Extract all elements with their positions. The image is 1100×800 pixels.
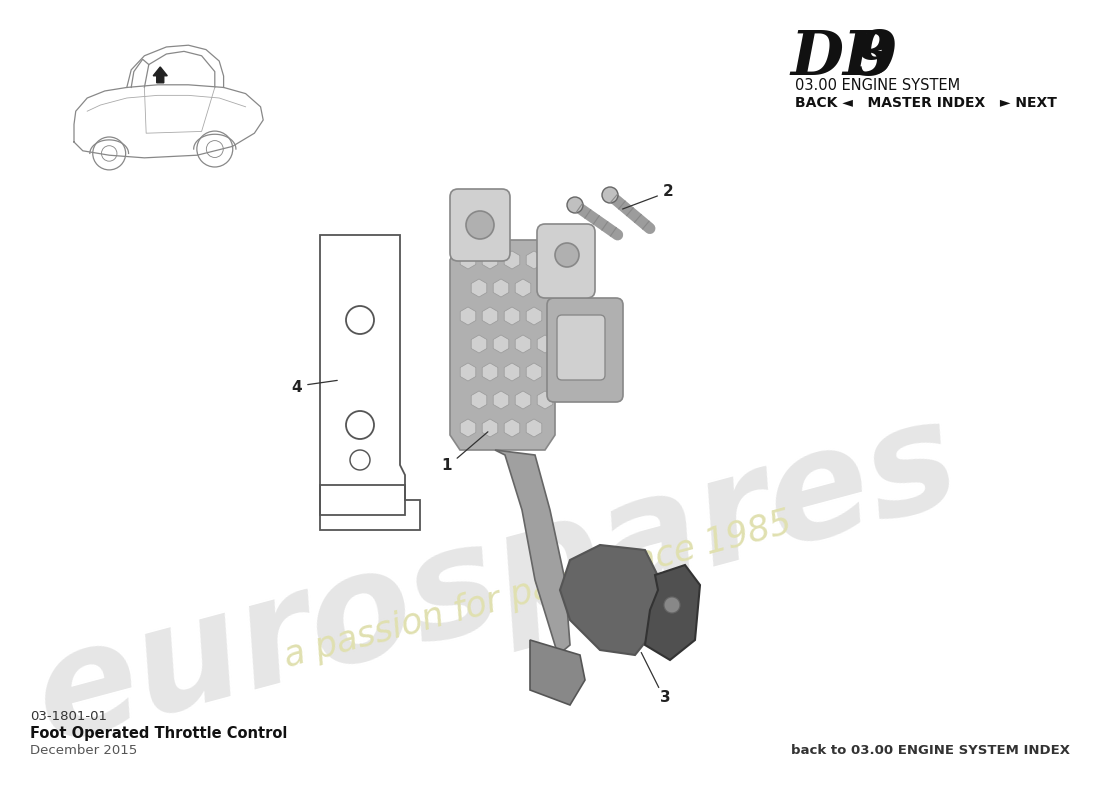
Text: back to 03.00 ENGINE SYSTEM INDEX: back to 03.00 ENGINE SYSTEM INDEX (791, 744, 1070, 757)
Polygon shape (526, 307, 542, 325)
Polygon shape (482, 251, 498, 269)
Polygon shape (493, 335, 509, 353)
FancyBboxPatch shape (537, 224, 595, 298)
Text: 03.00 ENGINE SYSTEM: 03.00 ENGINE SYSTEM (795, 78, 960, 93)
Polygon shape (471, 391, 487, 409)
Polygon shape (515, 279, 531, 297)
Text: 2: 2 (662, 185, 673, 199)
Polygon shape (645, 565, 700, 660)
Polygon shape (471, 335, 487, 353)
Circle shape (556, 243, 579, 267)
Polygon shape (482, 307, 498, 325)
Polygon shape (482, 419, 498, 437)
Polygon shape (460, 307, 476, 325)
Polygon shape (537, 335, 553, 353)
Polygon shape (526, 419, 542, 437)
Polygon shape (504, 251, 520, 269)
Polygon shape (460, 251, 476, 269)
Text: 03-1801-01: 03-1801-01 (30, 710, 107, 723)
Polygon shape (482, 363, 498, 381)
Polygon shape (537, 279, 553, 297)
Text: eurospares: eurospares (20, 387, 974, 773)
Polygon shape (460, 419, 476, 437)
Polygon shape (504, 419, 520, 437)
Polygon shape (450, 240, 556, 450)
Polygon shape (526, 363, 542, 381)
Polygon shape (515, 391, 531, 409)
FancyArrow shape (153, 67, 167, 82)
Text: December 2015: December 2015 (30, 744, 138, 757)
Text: 4: 4 (292, 381, 302, 395)
Circle shape (566, 197, 583, 213)
Polygon shape (526, 251, 542, 269)
Text: Foot Operated Throttle Control: Foot Operated Throttle Control (30, 726, 287, 741)
Circle shape (602, 187, 618, 203)
Text: DB: DB (790, 28, 894, 88)
FancyBboxPatch shape (557, 315, 605, 380)
Text: 1: 1 (442, 458, 452, 473)
Text: a passion for parts since 1985: a passion for parts since 1985 (280, 506, 795, 674)
Polygon shape (493, 391, 509, 409)
Text: 9: 9 (855, 28, 898, 88)
FancyBboxPatch shape (547, 298, 623, 402)
Polygon shape (504, 363, 520, 381)
Polygon shape (460, 363, 476, 381)
Polygon shape (471, 279, 487, 297)
Text: BACK ◄   MASTER INDEX   ► NEXT: BACK ◄ MASTER INDEX ► NEXT (795, 96, 1057, 110)
Polygon shape (530, 640, 585, 705)
Polygon shape (495, 450, 570, 655)
Text: 3: 3 (660, 690, 670, 705)
Circle shape (466, 211, 494, 239)
Polygon shape (504, 307, 520, 325)
FancyBboxPatch shape (450, 189, 510, 261)
Polygon shape (537, 391, 553, 409)
Circle shape (664, 597, 680, 613)
Polygon shape (560, 545, 660, 655)
Polygon shape (515, 335, 531, 353)
Polygon shape (493, 279, 509, 297)
